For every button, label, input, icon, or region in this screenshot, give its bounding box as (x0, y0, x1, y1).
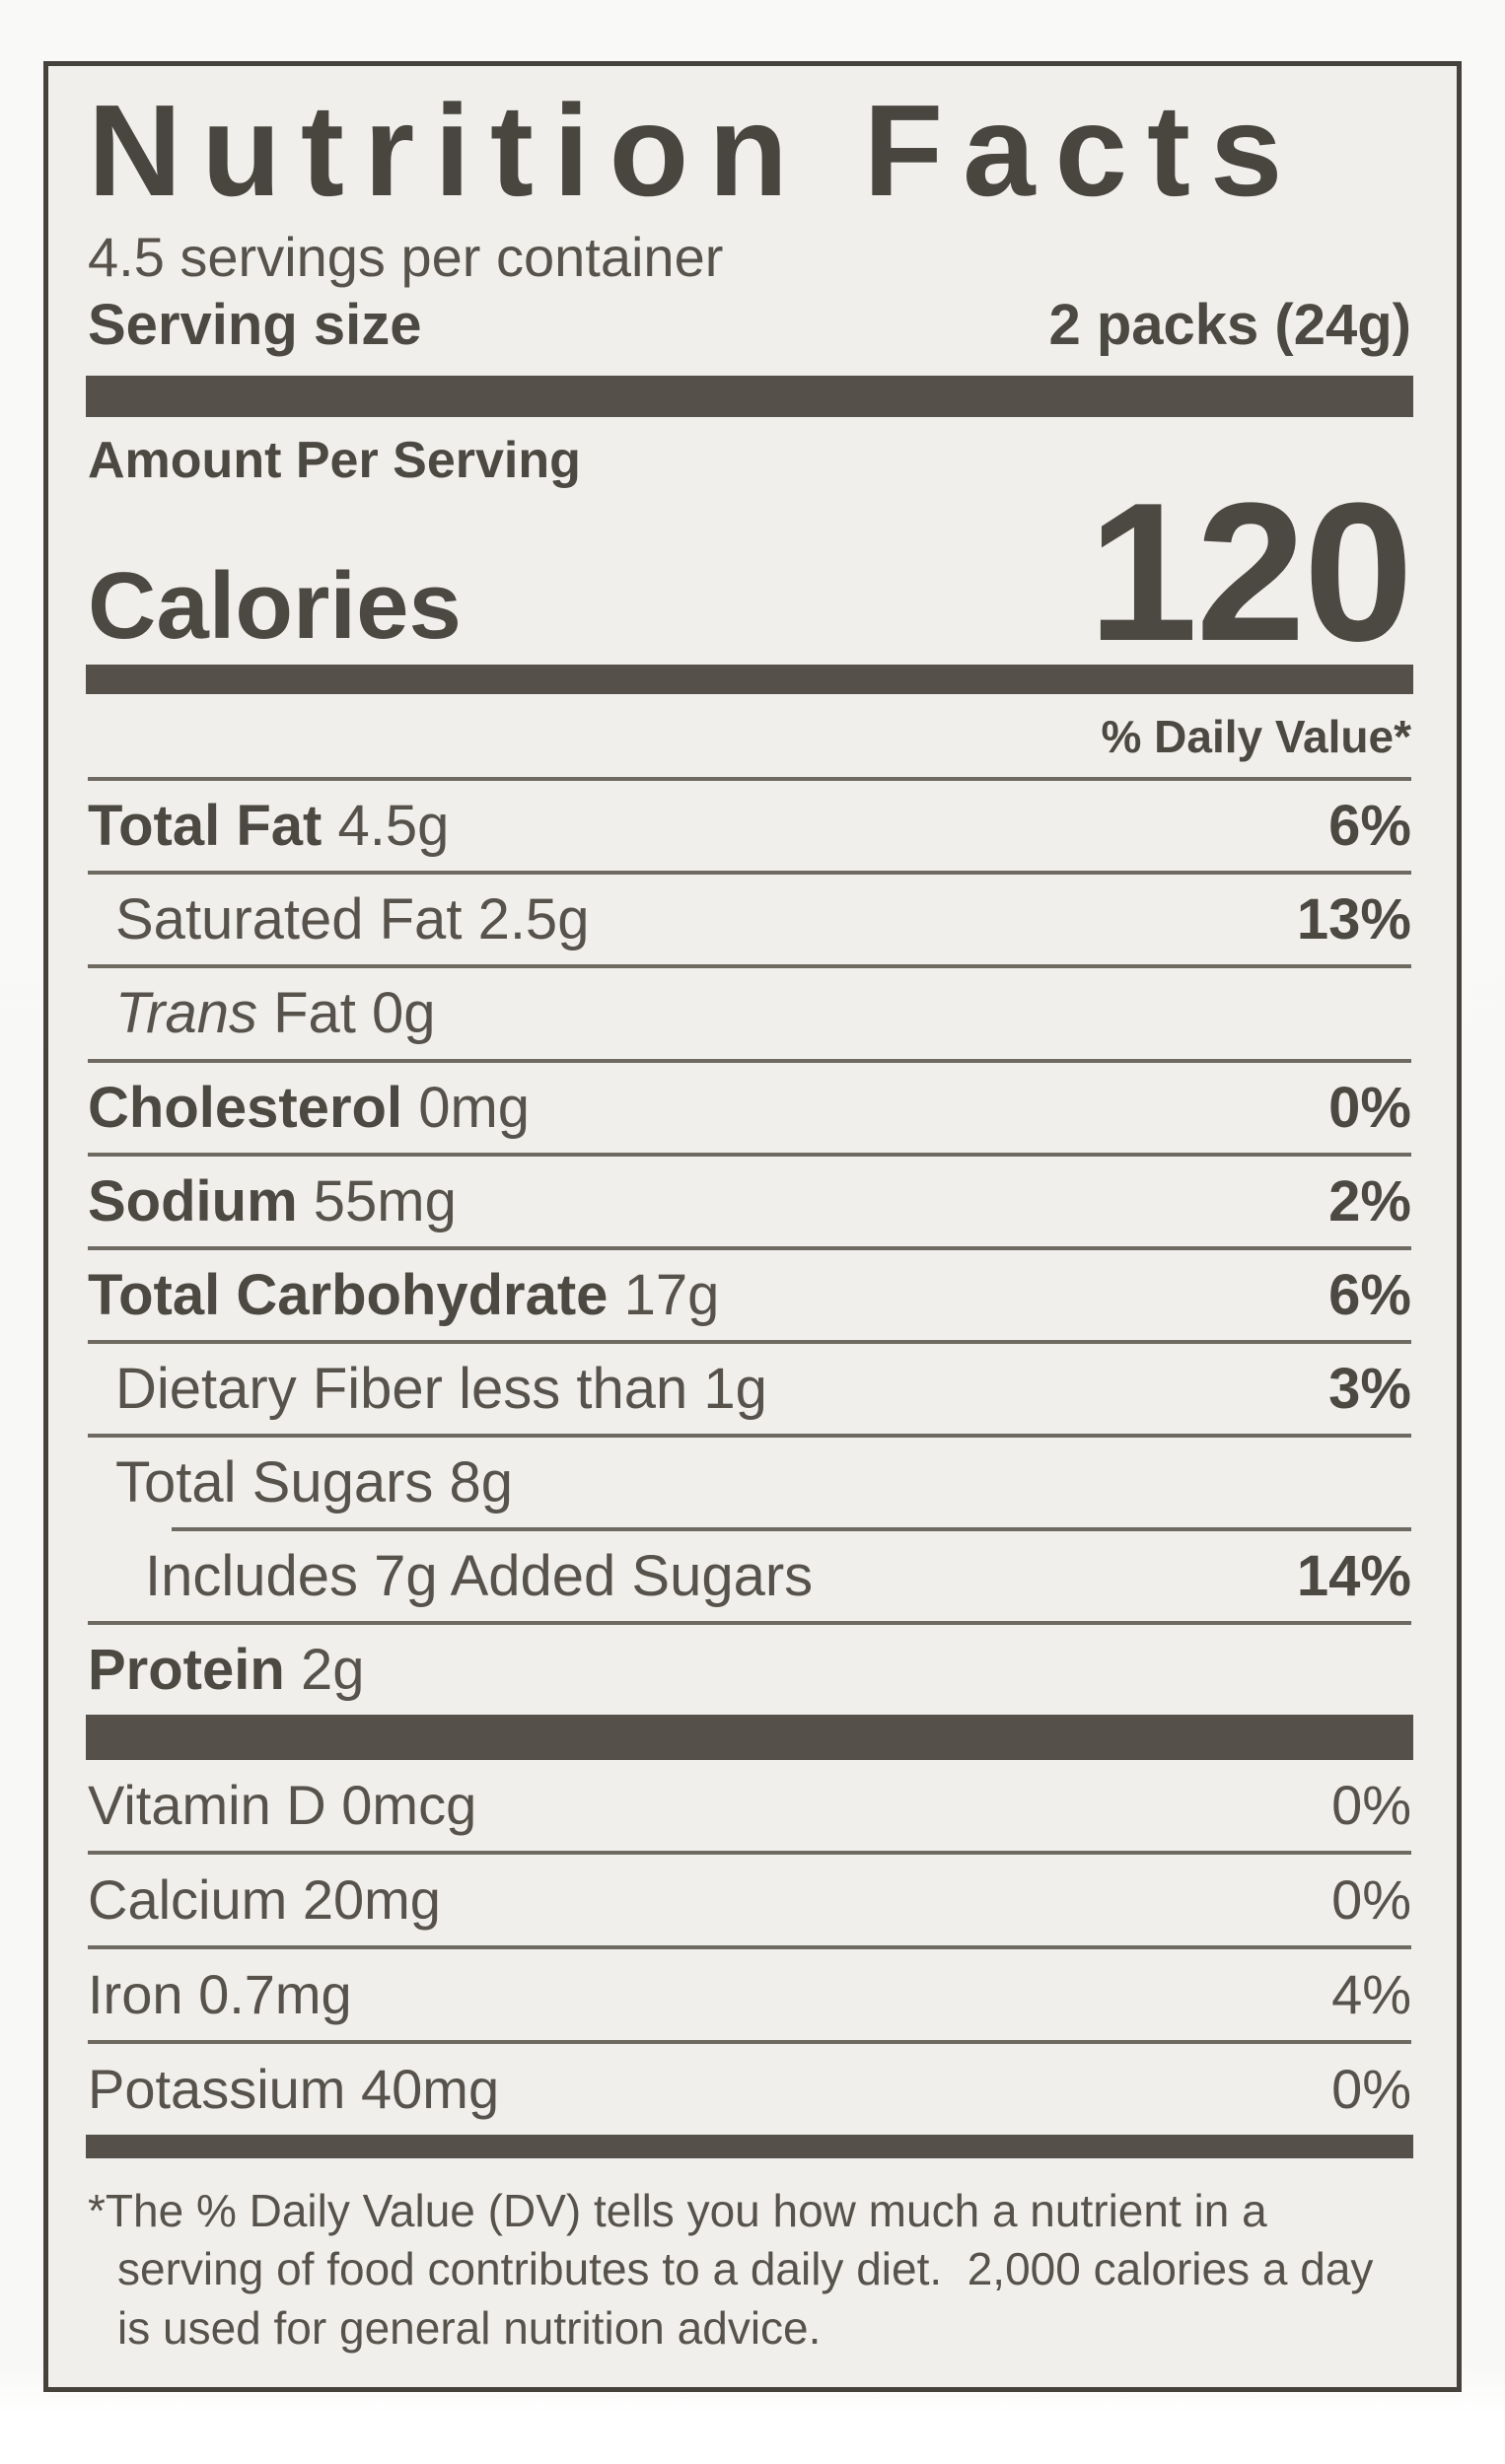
row-separator (88, 1339, 1411, 1344)
nutrient-row-total-carbohydrate: 6% Total Carbohydrate 17g (88, 1245, 1411, 1340)
nutrient-amount: 0g (372, 981, 436, 1046)
vitamin-row-vitamin-d: 0% Vitamin D 0mcg (88, 1760, 1411, 1851)
nutrient-name: Cholesterol (88, 1075, 403, 1140)
nutrient-amount: 17g (623, 1262, 720, 1327)
nutrient-name: Includes 7g Added Sugars (145, 1544, 814, 1609)
daily-value: 0% (1328, 1075, 1411, 1140)
calories-value: 120 (1088, 462, 1413, 683)
row-separator (88, 1621, 1411, 1626)
row-separator (88, 1152, 1411, 1157)
nutrient-name: Total Fat (88, 794, 322, 859)
row-separator (88, 964, 1411, 969)
amount-per-serving-label: Amount Per Serving (88, 431, 581, 489)
daily-value: 0% (1331, 1774, 1411, 1837)
row-separator (88, 2039, 1411, 2044)
daily-value: 14% (1296, 1544, 1411, 1609)
nutrient-amount: 55mg (313, 1168, 457, 1233)
vitamin-name: Potassium (88, 2057, 346, 2120)
daily-value: 3% (1328, 1356, 1411, 1421)
medium-divider-bar (86, 2134, 1413, 2158)
row-separator (88, 1944, 1411, 1949)
daily-value: 13% (1296, 887, 1411, 952)
label-title: Nutrition Facts (88, 78, 1303, 223)
nutrient-name: Total Sugars (115, 1449, 434, 1514)
nutrient-row-added-sugars: 14% Includes 7g Added Sugars (88, 1527, 1411, 1621)
vitamin-amount: 20mg (302, 1868, 441, 1932)
row-separator (88, 1433, 1411, 1438)
thick-divider-bar (86, 1715, 1413, 1761)
row-separator (88, 1058, 1411, 1063)
daily-value: 6% (1328, 794, 1411, 859)
nutrient-amount: 2g (300, 1638, 365, 1703)
vitamin-amount: 40mg (361, 2057, 500, 2120)
nutrient-row-saturated-fat: 13% Saturated Fat 2.5g (88, 871, 1411, 964)
vitamin-name: Calcium (88, 1868, 288, 1932)
nutrient-amount: 8g (449, 1449, 514, 1514)
vitamin-amount: 0.7mg (198, 1962, 352, 2025)
vitamin-amount: 0mcg (341, 1774, 477, 1837)
thick-divider-bar (86, 375, 1413, 417)
row-separator (88, 1851, 1411, 1856)
nutrient-row-dietary-fiber: 3% Dietary Fiber less than 1g (88, 1339, 1411, 1434)
daily-value: 4% (1331, 1962, 1411, 2025)
vitamin-row-potassium: 0% Potassium 40mg (88, 2039, 1411, 2135)
vitamin-row-iron: 4% Iron 0.7mg (88, 1944, 1411, 2040)
row-separator (88, 871, 1411, 876)
nutrient-name: Fat (273, 981, 356, 1046)
nutrient-name: Total Carbohydrate (88, 1262, 609, 1327)
nutrient-name: Saturated Fat (115, 887, 463, 952)
serving-size-value: 2 packs (24g) (1048, 293, 1411, 358)
nutrient-name: Dietary Fiber (115, 1356, 443, 1421)
serving-size-row: 2 packs (24g) Serving size (88, 291, 1411, 360)
daily-value: 2% (1328, 1168, 1411, 1233)
nutrient-amount: less than 1g (459, 1356, 767, 1421)
nutrient-name: Protein (88, 1638, 285, 1703)
nutrient-amount: 2.5g (477, 887, 590, 952)
vitamin-name: Iron (88, 1962, 183, 2025)
servings-per-container: 4.5 servings per container (88, 226, 724, 288)
daily-value: 0% (1331, 1868, 1411, 1932)
daily-value: 6% (1328, 1262, 1411, 1327)
nutrient-row-cholesterol: 0% Cholesterol 0mg (88, 1058, 1411, 1153)
row-separator-inset (172, 1527, 1411, 1532)
nutrient-row-total-fat: 6% Total Fat 4.5g (88, 777, 1411, 871)
calories-row: Calories 120 (88, 462, 1413, 683)
calories-label: Calories (88, 553, 462, 660)
nutrient-row-trans-fat: Trans Fat 0g (88, 964, 1411, 1058)
daily-value-header: % Daily Value* (1101, 711, 1412, 763)
serving-size-label: Serving size (88, 293, 422, 358)
row-separator (88, 1245, 1411, 1250)
vitamin-row-calcium: 0% Calcium 20mg (88, 1851, 1411, 1945)
vitamin-name: Vitamin D (88, 1774, 326, 1837)
nutrition-facts-label: Nutrition Facts 4.5 servings per contain… (43, 61, 1462, 2392)
daily-value-footnote: *The % Daily Value (DV) tells you how mu… (88, 2184, 1387, 2355)
row-separator (88, 777, 1411, 782)
nutrient-row-protein: Protein 2g (88, 1621, 1411, 1715)
nutrient-row-sodium: 2% Sodium 55mg (88, 1152, 1411, 1246)
nutrient-amount: 0mg (418, 1075, 531, 1140)
nutrient-amount: 4.5g (337, 794, 450, 859)
daily-value: 0% (1331, 2057, 1411, 2120)
nutrient-name: Sodium (88, 1168, 298, 1233)
nutrient-name-italic: Trans (115, 981, 257, 1046)
medium-divider-bar (86, 665, 1413, 695)
nutrient-row-total-sugars: Total Sugars 8g (88, 1433, 1411, 1527)
